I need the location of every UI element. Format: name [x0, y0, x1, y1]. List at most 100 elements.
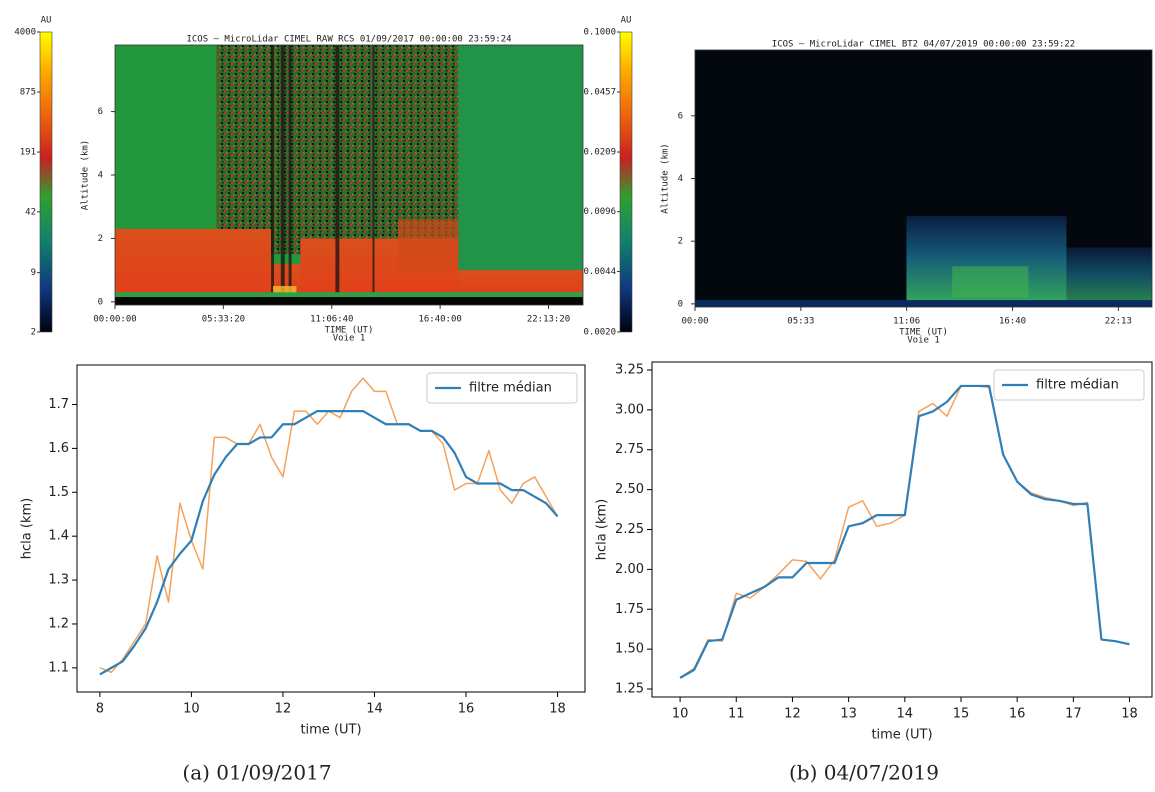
colorbar-tick-label: 0.0044: [583, 267, 616, 277]
plot-frame: [651, 361, 1153, 698]
x-tick-label: 14: [897, 707, 914, 722]
y-axis-label: hcla (km): [20, 498, 35, 559]
y-tick-label: 4: [98, 171, 103, 181]
lidar-image: [115, 45, 583, 305]
lidar-texture: [115, 297, 583, 305]
colorbar-tick-label: 0.1000: [583, 28, 616, 38]
plot-frame: [76, 364, 586, 693]
y-tick-label: 1.6: [48, 441, 69, 456]
y-tick-label: 1.5: [48, 485, 69, 500]
x-tick-label: 8: [96, 702, 104, 717]
x-tick-label: 22:13: [1105, 317, 1132, 327]
x-tick-label: 12: [275, 702, 292, 717]
x-tick-label: 10: [183, 702, 200, 717]
x-tick-label: 10: [672, 707, 689, 722]
colorbar-tick-label: 0.0096: [583, 207, 616, 217]
y-tick-label: 0: [98, 297, 103, 307]
x-tick-label: 13: [840, 707, 857, 722]
y-tick-label: 1.25: [615, 682, 644, 697]
lidar-texture: [115, 228, 272, 293]
x-tick-label: 00:00:00: [93, 315, 136, 325]
lidar-texture: [271, 45, 274, 293]
colorbar-label: AU: [41, 16, 52, 26]
colorbar-label: AU: [621, 16, 632, 26]
x-tick-label: 00:00: [681, 317, 708, 327]
lidar-texture: [1066, 247, 1152, 304]
lidar-texture: [695, 300, 1152, 307]
x-axis-sublabel: Voie 1: [907, 336, 940, 346]
colorbar-tick-label: 9: [31, 268, 36, 278]
data-line: [99, 409, 559, 676]
x-tick-label: 18: [1121, 707, 1138, 722]
y-axis-label: Altitude (km): [661, 143, 671, 213]
y-tick-label: 2: [678, 237, 683, 247]
y-tick-label: 3.25: [615, 362, 644, 377]
x-tick-label: 11:06:40: [310, 315, 353, 325]
lidar-title: ICOS – MicroLidar CIMEL RAW RCS 01/09/20…: [186, 35, 511, 45]
x-tick-label: 14: [366, 702, 383, 717]
data-line: [679, 385, 1130, 679]
colorbar: [39, 31, 53, 333]
lidar-texture: [115, 292, 583, 298]
x-tick-label: 11: [728, 707, 745, 722]
x-axis-label: time (UT): [871, 728, 932, 743]
x-tick-label: 15: [953, 707, 970, 722]
y-tick-label: 1.75: [615, 602, 644, 617]
legend-box: [426, 372, 578, 404]
x-tick-label: 12: [784, 707, 801, 722]
x-axis-label: TIME (UT): [899, 328, 948, 338]
legend-label: filtre médian: [1036, 378, 1119, 393]
colorbar-tick-label: 0.0457: [583, 88, 616, 98]
colorbar-tick-label: 191: [20, 148, 36, 158]
y-tick-label: 6: [678, 111, 683, 121]
colorbar-tick-label: 4000: [14, 28, 36, 38]
x-tick-label: 16: [1009, 707, 1026, 722]
lidar-texture: [335, 45, 340, 293]
colorbar-tick-label: 875: [20, 87, 36, 97]
x-tick-label: 05:33: [787, 317, 814, 327]
y-tick-label: 0: [678, 299, 683, 309]
legend-label: filtre médian: [469, 381, 552, 396]
x-tick-label: 17: [1065, 707, 1082, 722]
x-tick-label: 16:40: [999, 317, 1026, 327]
y-tick-label: 2.00: [615, 562, 644, 577]
x-tick-label: 11:06: [893, 317, 920, 327]
x-tick-label: 22:13:20: [527, 315, 570, 325]
legend-box: [993, 369, 1145, 401]
data-line: [679, 384, 1130, 679]
y-tick-label: 1.7: [48, 397, 69, 412]
y-axis-label: Altitude (km): [81, 140, 91, 210]
x-tick-label: 05:33:20: [202, 315, 245, 325]
lidar-texture: [458, 270, 583, 293]
x-tick-label: 16:40:00: [418, 315, 461, 325]
data-line: [99, 377, 559, 673]
lidar-texture: [397, 219, 459, 271]
caption: (a) 01/09/2017: [182, 761, 331, 785]
colorbar-tick-label: 0.0020: [583, 328, 616, 338]
y-axis-label: hcla (km): [595, 499, 610, 560]
y-tick-label: 6: [98, 107, 103, 117]
lidar-image: [695, 50, 1152, 307]
y-tick-label: 1.2: [48, 616, 69, 631]
y-tick-label: 1.3: [48, 573, 69, 588]
x-axis-label: time (UT): [300, 723, 361, 738]
y-tick-label: 2.50: [615, 482, 644, 497]
colorbar-tick-label: 0.0209: [583, 148, 616, 158]
x-axis-sublabel: Voie 1: [333, 334, 366, 344]
colorbar-tick-label: 2: [31, 328, 36, 338]
y-tick-label: 4: [678, 174, 683, 184]
y-tick-label: 2: [98, 234, 103, 244]
lidar-texture: [952, 266, 1029, 298]
y-tick-label: 1.50: [615, 642, 644, 657]
caption: (b) 04/07/2019: [789, 761, 939, 785]
lidar-texture: [288, 45, 292, 293]
x-axis-label: TIME (UT): [325, 326, 374, 336]
y-tick-label: 1.4: [48, 529, 69, 544]
colorbar-tick-label: 42: [25, 207, 36, 217]
lidar-texture: [280, 45, 285, 293]
lidar-texture: [273, 285, 297, 296]
lidar-title: ICOS – MicroLidar CIMEL BT2 04/07/2019 0…: [772, 40, 1075, 50]
lidar-texture: [458, 45, 583, 293]
colorbar: [619, 31, 633, 333]
